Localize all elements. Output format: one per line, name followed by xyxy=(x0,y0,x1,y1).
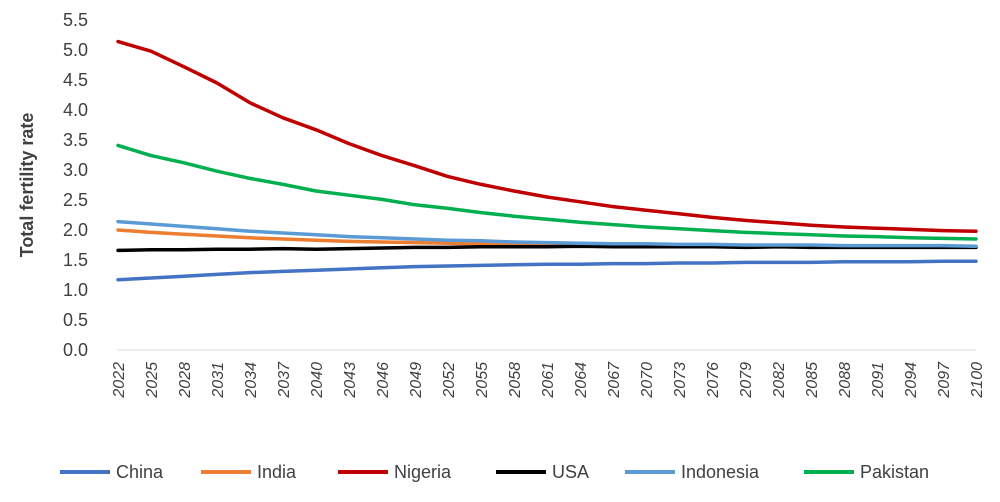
x-tick-label: 2076 xyxy=(705,362,722,399)
x-tick-label: 2025 xyxy=(144,362,161,399)
series-line-pakistan xyxy=(116,143,978,241)
legend-label-nigeria: Nigeria xyxy=(394,462,452,482)
x-tick-label: 2094 xyxy=(903,362,920,399)
legend-label-china: China xyxy=(116,462,164,482)
y-tick-label: 1.5 xyxy=(63,250,88,270)
x-tick-label: 2097 xyxy=(936,361,953,399)
x-tick-label: 2043 xyxy=(342,362,359,399)
series-line-nigeria xyxy=(116,39,978,233)
x-tick-label: 2022 xyxy=(111,362,128,399)
legend-label-usa: USA xyxy=(552,462,589,482)
series-line-usa xyxy=(116,244,978,253)
y-axis-label: Total fertility rate xyxy=(17,113,37,258)
legend: China India Nigeria USA Indonesia Pakistan xyxy=(60,462,929,482)
y-tick-label: 2.0 xyxy=(63,220,88,240)
y-tick-label: 0.0 xyxy=(63,340,88,360)
x-tick-label: 2034 xyxy=(243,362,260,399)
x-tick-label: 2052 xyxy=(441,362,458,399)
x-tick-label: 2073 xyxy=(672,362,689,399)
legend-label-pakistan: Pakistan xyxy=(860,462,929,482)
legend-label-india: India xyxy=(257,462,297,482)
x-tick-label: 2088 xyxy=(837,362,854,399)
legend-label-indonesia: Indonesia xyxy=(681,462,760,482)
x-tick-label: 2091 xyxy=(870,362,887,399)
x-tick-label: 2049 xyxy=(408,362,425,399)
y-tick-label: 4.5 xyxy=(63,70,88,90)
y-tick-label: 3.0 xyxy=(63,160,88,180)
x-tick-label: 2028 xyxy=(177,362,194,399)
series-line-china xyxy=(116,259,978,282)
y-tick-label: 3.5 xyxy=(63,130,88,150)
series-line-indonesia xyxy=(116,219,978,248)
x-tick-label: 2037 xyxy=(276,361,293,399)
x-tick-label: 2067 xyxy=(606,361,623,399)
x-tick-label: 2082 xyxy=(771,362,788,399)
y-tick-label: 0.5 xyxy=(63,310,88,330)
y-tick-label: 5.0 xyxy=(63,40,88,60)
x-tick-label: 2079 xyxy=(738,362,755,399)
y-tick-label: 2.5 xyxy=(63,190,88,210)
x-axis-ticks: 2022 2025 2028 2031 2034 2037 2040 2043 2046 2049… xyxy=(111,361,986,399)
x-tick-label: 2055 xyxy=(474,362,491,399)
x-tick-label: 2070 xyxy=(639,362,656,399)
x-tick-label: 2100 xyxy=(969,362,986,399)
x-tick-label: 2061 xyxy=(540,362,557,399)
x-tick-label: 2058 xyxy=(507,362,524,399)
series-lines xyxy=(116,39,978,282)
y-tick-label: 4.0 xyxy=(63,100,88,120)
y-tick-label: 5.5 xyxy=(63,10,88,30)
y-axis-ticks: 0.0 0.5 1.0 1.5 2.0 2.5 3.0 3.5 4.0 4.5 5.0 5.5 xyxy=(63,10,88,360)
x-tick-label: 2046 xyxy=(375,362,392,399)
x-tick-label: 2064 xyxy=(573,362,590,399)
x-tick-label: 2040 xyxy=(309,362,326,399)
y-tick-label: 1.0 xyxy=(63,280,88,300)
x-tick-label: 2031 xyxy=(210,362,227,399)
x-tick-label: 2085 xyxy=(804,362,821,399)
